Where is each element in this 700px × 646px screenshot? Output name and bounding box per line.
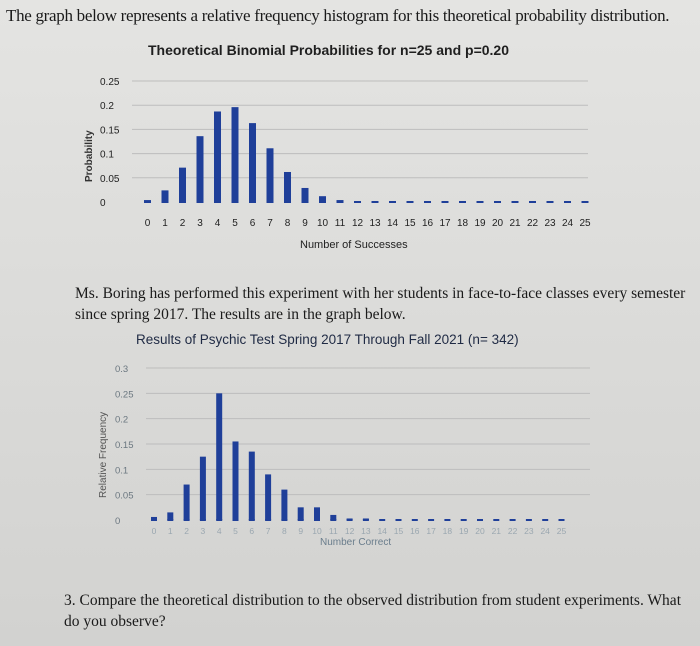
bar — [249, 123, 256, 202]
intro-text: The graph below represents a relative fr… — [6, 6, 670, 25]
x-tick-label: 21 — [492, 526, 502, 536]
x-tick-label: 8 — [282, 526, 287, 536]
x-tick-label: 18 — [443, 526, 453, 536]
y-tick-label: 0.05 — [115, 491, 134, 502]
bar — [179, 167, 186, 202]
y-tick-label: 0.1 — [115, 465, 128, 476]
bar — [281, 489, 288, 520]
x-tick-label: 10 — [317, 218, 329, 229]
bar — [232, 441, 239, 520]
bar — [183, 484, 190, 520]
x-tick-label: 25 — [579, 218, 591, 229]
bar — [284, 171, 291, 202]
question-3: 3. Compare the theoretical distribution … — [64, 592, 681, 630]
x-tick-label: 7 — [267, 218, 273, 229]
x-tick-label: 12 — [352, 218, 364, 229]
x-tick-label: 15 — [404, 218, 416, 229]
x-tick-label: 20 — [475, 526, 485, 536]
x-tick-label: 13 — [369, 218, 381, 229]
bar — [216, 393, 223, 520]
x-tick-label: 16 — [422, 218, 434, 229]
experiment-paragraph: Ms. Boring has performed this experiment… — [75, 285, 686, 323]
x-tick-label: 19 — [474, 218, 486, 229]
bar — [231, 107, 239, 202]
chart2-x-axis-label: Number Correct — [320, 537, 392, 548]
x-tick-label: 17 — [426, 526, 436, 536]
bar — [319, 196, 326, 202]
x-tick-label: 13 — [361, 526, 371, 536]
bar — [214, 111, 221, 202]
x-tick-label: 23 — [524, 526, 534, 536]
y-tick-label: 0.2 — [100, 101, 114, 112]
bar — [265, 474, 272, 520]
x-tick-label: 24 — [562, 218, 574, 229]
x-tick-label: 10 — [312, 526, 322, 536]
x-tick-label: 19 — [459, 526, 469, 536]
y-tick-label: 0.1 — [100, 150, 114, 161]
x-tick-label: 5 — [232, 218, 238, 229]
bar — [330, 514, 337, 520]
x-tick-label: 4 — [215, 218, 221, 229]
y-tick-label: 0 — [100, 198, 106, 209]
chart2-title: Results of Psychic Test Spring 2017 Thro… — [136, 332, 519, 347]
x-tick-label: 16 — [410, 526, 420, 536]
bar — [266, 148, 274, 202]
y-tick-label: 0.3 — [115, 364, 128, 375]
x-tick-label: 25 — [557, 526, 567, 536]
x-tick-label: 6 — [250, 218, 256, 229]
x-tick-label: 5 — [233, 526, 238, 536]
x-tick-label: 14 — [387, 218, 399, 229]
y-tick-label: 0.15 — [115, 440, 134, 451]
bar — [301, 187, 309, 202]
x-tick-label: 8 — [285, 218, 291, 229]
bar — [167, 512, 174, 520]
x-tick-label: 6 — [249, 526, 254, 536]
chart1-title: Theoretical Binomial Probabilities for n… — [148, 42, 509, 58]
x-tick-label: 14 — [377, 526, 387, 536]
x-tick-label: 20 — [492, 218, 504, 229]
x-tick-label: 3 — [197, 218, 203, 229]
x-tick-label: 1 — [162, 218, 168, 229]
x-tick-label: 0 — [152, 526, 157, 536]
y-tick-label: 0.05 — [100, 174, 120, 185]
x-tick-label: 11 — [329, 526, 338, 536]
chart1-x-axis-label: Number of Successes — [300, 239, 408, 251]
x-tick-label: 22 — [508, 526, 518, 536]
x-tick-label: 0 — [145, 218, 151, 229]
x-tick-label: 22 — [527, 218, 539, 229]
x-tick-label: 15 — [394, 526, 404, 536]
x-tick-label: 3 — [201, 526, 206, 536]
x-tick-label: 2 — [180, 218, 186, 229]
x-tick-label: 18 — [457, 218, 469, 229]
y-tick-label: 0.25 — [100, 77, 120, 88]
bar — [151, 516, 157, 520]
x-tick-label: 23 — [544, 218, 556, 229]
y-tick-label: 0.2 — [115, 415, 128, 426]
bar — [196, 136, 204, 202]
x-tick-label: 24 — [540, 526, 550, 536]
x-tick-label: 17 — [439, 218, 451, 229]
y-tick-label: 0.15 — [100, 125, 120, 136]
x-tick-label: 9 — [302, 218, 308, 229]
y-tick-label: 0.25 — [115, 389, 134, 400]
bar — [199, 456, 206, 520]
bar — [161, 190, 169, 202]
bar — [248, 451, 255, 520]
x-tick-label: 12 — [345, 526, 355, 536]
x-tick-label: 21 — [509, 218, 521, 229]
x-tick-label: 2 — [184, 526, 189, 536]
x-tick-label: 7 — [266, 526, 271, 536]
bar — [314, 507, 320, 520]
x-tick-label: 11 — [335, 218, 346, 229]
x-tick-label: 1 — [168, 526, 173, 536]
x-tick-label: 9 — [298, 526, 303, 536]
x-tick-label: 4 — [217, 526, 222, 536]
bar — [297, 507, 304, 520]
y-tick-label: 0 — [115, 516, 120, 527]
